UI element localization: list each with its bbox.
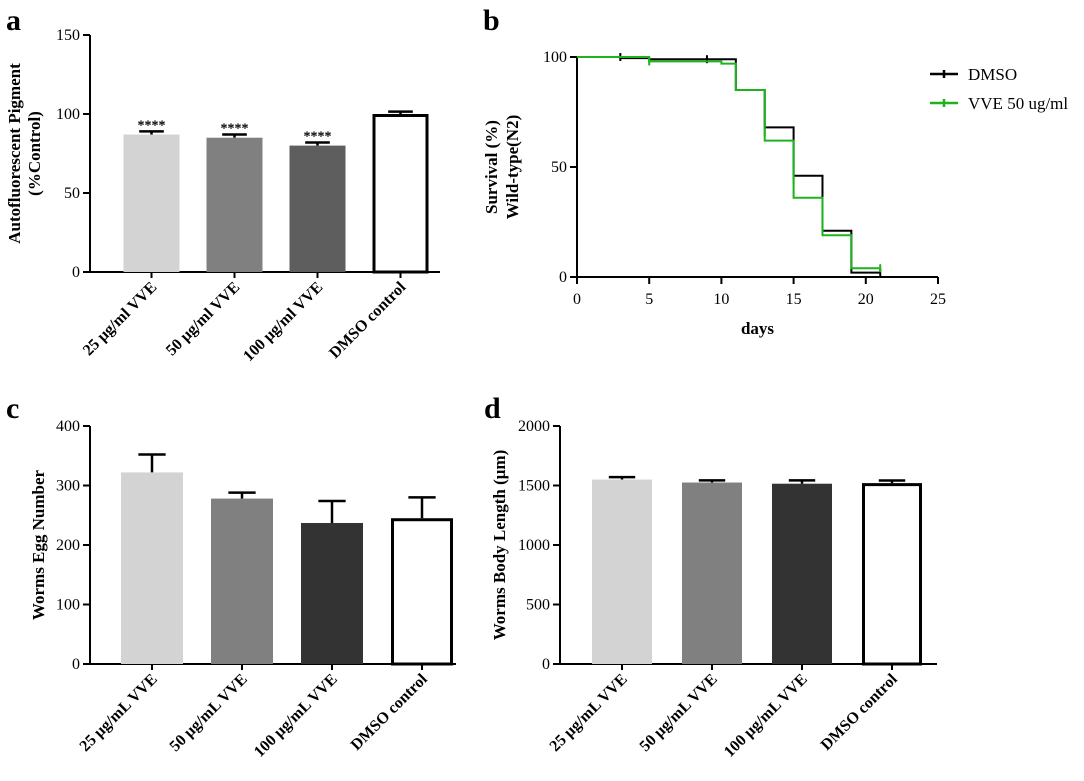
y-tick-label: 0 <box>559 269 567 286</box>
x-axis-title: days <box>741 319 774 338</box>
y-axis-title: Worms Egg Number <box>29 469 48 620</box>
category-label: 100 μg/ml VVE <box>240 279 326 365</box>
x-tick-label: 15 <box>786 291 802 308</box>
significance-label: **** <box>304 129 332 144</box>
y-tick-label: 200 <box>56 537 80 554</box>
bar <box>123 134 180 272</box>
bar <box>682 482 742 664</box>
y-axis-title: Wild-type(N2) <box>503 115 522 220</box>
y-axis-title: Survival (%) <box>482 120 501 214</box>
bar <box>211 498 273 664</box>
category-label: 50 μg/mL VVE <box>167 671 251 755</box>
bar <box>121 472 183 664</box>
y-tick-label: 0 <box>72 264 80 281</box>
category-label: DMSO control <box>348 670 432 754</box>
y-axis-title: (%Control) <box>25 111 44 196</box>
panel-letter-a: a <box>6 4 21 37</box>
y-tick-label: 0 <box>542 656 550 673</box>
y-tick-label: 300 <box>56 478 80 495</box>
x-tick-label: 25 <box>930 291 946 308</box>
category-label: 25 μg/ml VVE <box>80 279 160 359</box>
bar <box>772 483 832 664</box>
x-tick-label: 0 <box>573 291 581 308</box>
y-axis-title: Autofluorescent Pigment <box>5 63 24 244</box>
category-label: DMSO control <box>326 278 410 362</box>
bar <box>592 479 652 664</box>
category-label: 25 μg/mL VVE <box>77 671 161 755</box>
panel-letter-c: c <box>6 392 19 425</box>
category-label: 100 μg/mL VVE <box>721 671 811 761</box>
y-tick-label: 150 <box>56 27 80 44</box>
y-tick-label: 1000 <box>518 537 550 554</box>
survival-curve-0 <box>577 56 881 274</box>
panel-a: a 0 50 100 150 Autofluorescent Pigment (%Contr… <box>5 4 440 365</box>
x-tick-label: 20 <box>858 291 874 308</box>
y-tick-label: 50 <box>551 159 567 176</box>
y-tick-label: 2000 <box>518 418 550 435</box>
bar <box>391 518 453 666</box>
significance-label: **** <box>221 122 249 137</box>
panel-letter-d: d <box>484 392 501 425</box>
bar <box>289 145 346 272</box>
panel-letter-b: b <box>483 4 500 37</box>
bar <box>301 522 363 664</box>
panel-b: b 0 50 100 Survival (%) Wild-type(N2) 0 5 10 15 20… <box>482 4 1068 338</box>
y-tick-label: 50 <box>64 185 80 202</box>
category-label: DMSO control <box>818 670 902 754</box>
y-tick-label: 400 <box>56 418 80 435</box>
x-tick-label: 5 <box>645 291 653 308</box>
panel-d: d 0 500 1000 1500 2000 Worms Body Length (μm) 2… <box>484 392 937 761</box>
y-tick-label: 100 <box>543 49 567 66</box>
bar <box>862 483 922 666</box>
survival-curve-1 <box>577 56 881 270</box>
significance-label: **** <box>138 118 166 133</box>
bar <box>372 114 429 274</box>
y-axis-title: Worms Body Length (μm) <box>490 450 509 641</box>
y-tick-label: 1500 <box>518 478 550 495</box>
panel-c: c 0 100 200 300 400 Worms Egg Number 25 μg/mL V… <box>6 392 456 761</box>
bar <box>206 137 263 272</box>
category-label: 50 μg/ml VVE <box>163 279 243 359</box>
y-tick-label: 500 <box>526 597 550 614</box>
legend-label: VVE 50 ug/ml <box>968 94 1068 113</box>
y-tick-label: 100 <box>56 106 80 123</box>
legend-label: DMSO <box>968 65 1017 84</box>
category-label: 25 μg/mL VVE <box>547 671 631 755</box>
category-label: 50 μg/mL VVE <box>637 671 721 755</box>
category-label: 100 μg/mL VVE <box>251 671 341 761</box>
y-tick-label: 0 <box>72 656 80 673</box>
y-tick-label: 100 <box>56 597 80 614</box>
x-tick-label: 10 <box>713 291 729 308</box>
